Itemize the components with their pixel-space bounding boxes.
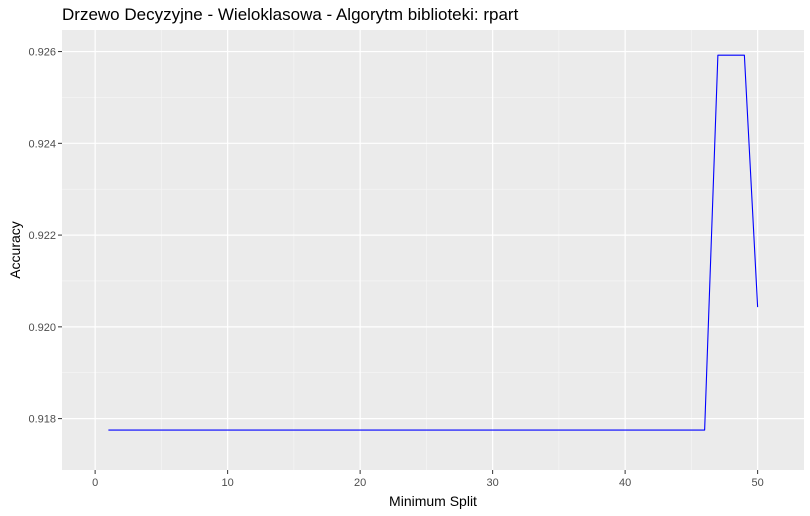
- tick-labels: 0 10 20 30 40 50 0.918 0.920 0.922 0.924 0.926: [28, 47, 763, 489]
- y-tick-label: 0.924: [28, 138, 56, 150]
- x-axis-title: Minimum Split: [389, 493, 477, 509]
- plot-panel: [62, 30, 804, 470]
- grid-minor: [62, 30, 804, 470]
- y-tick-label: 0.922: [28, 230, 56, 242]
- y-tick-label: 0.920: [28, 322, 56, 334]
- y-tick-label: 0.918: [28, 414, 56, 426]
- y-axis-title: Accuracy: [7, 221, 23, 279]
- chart-title: Drzewo Decyzyjne - Wieloklasowa - Algory…: [62, 5, 519, 24]
- series-layer: [108, 54, 759, 431]
- axis-ticks: [58, 51, 759, 474]
- series-line: [108, 54, 759, 431]
- x-tick-label: 20: [354, 477, 366, 489]
- x-tick-label: 50: [752, 477, 764, 489]
- x-tick-label: 10: [222, 477, 234, 489]
- x-tick-label: 0: [92, 477, 98, 489]
- y-tick-label: 0.926: [28, 47, 56, 59]
- grid-major: [62, 30, 804, 470]
- x-tick-label: 30: [487, 477, 499, 489]
- x-tick-label: 40: [619, 477, 631, 489]
